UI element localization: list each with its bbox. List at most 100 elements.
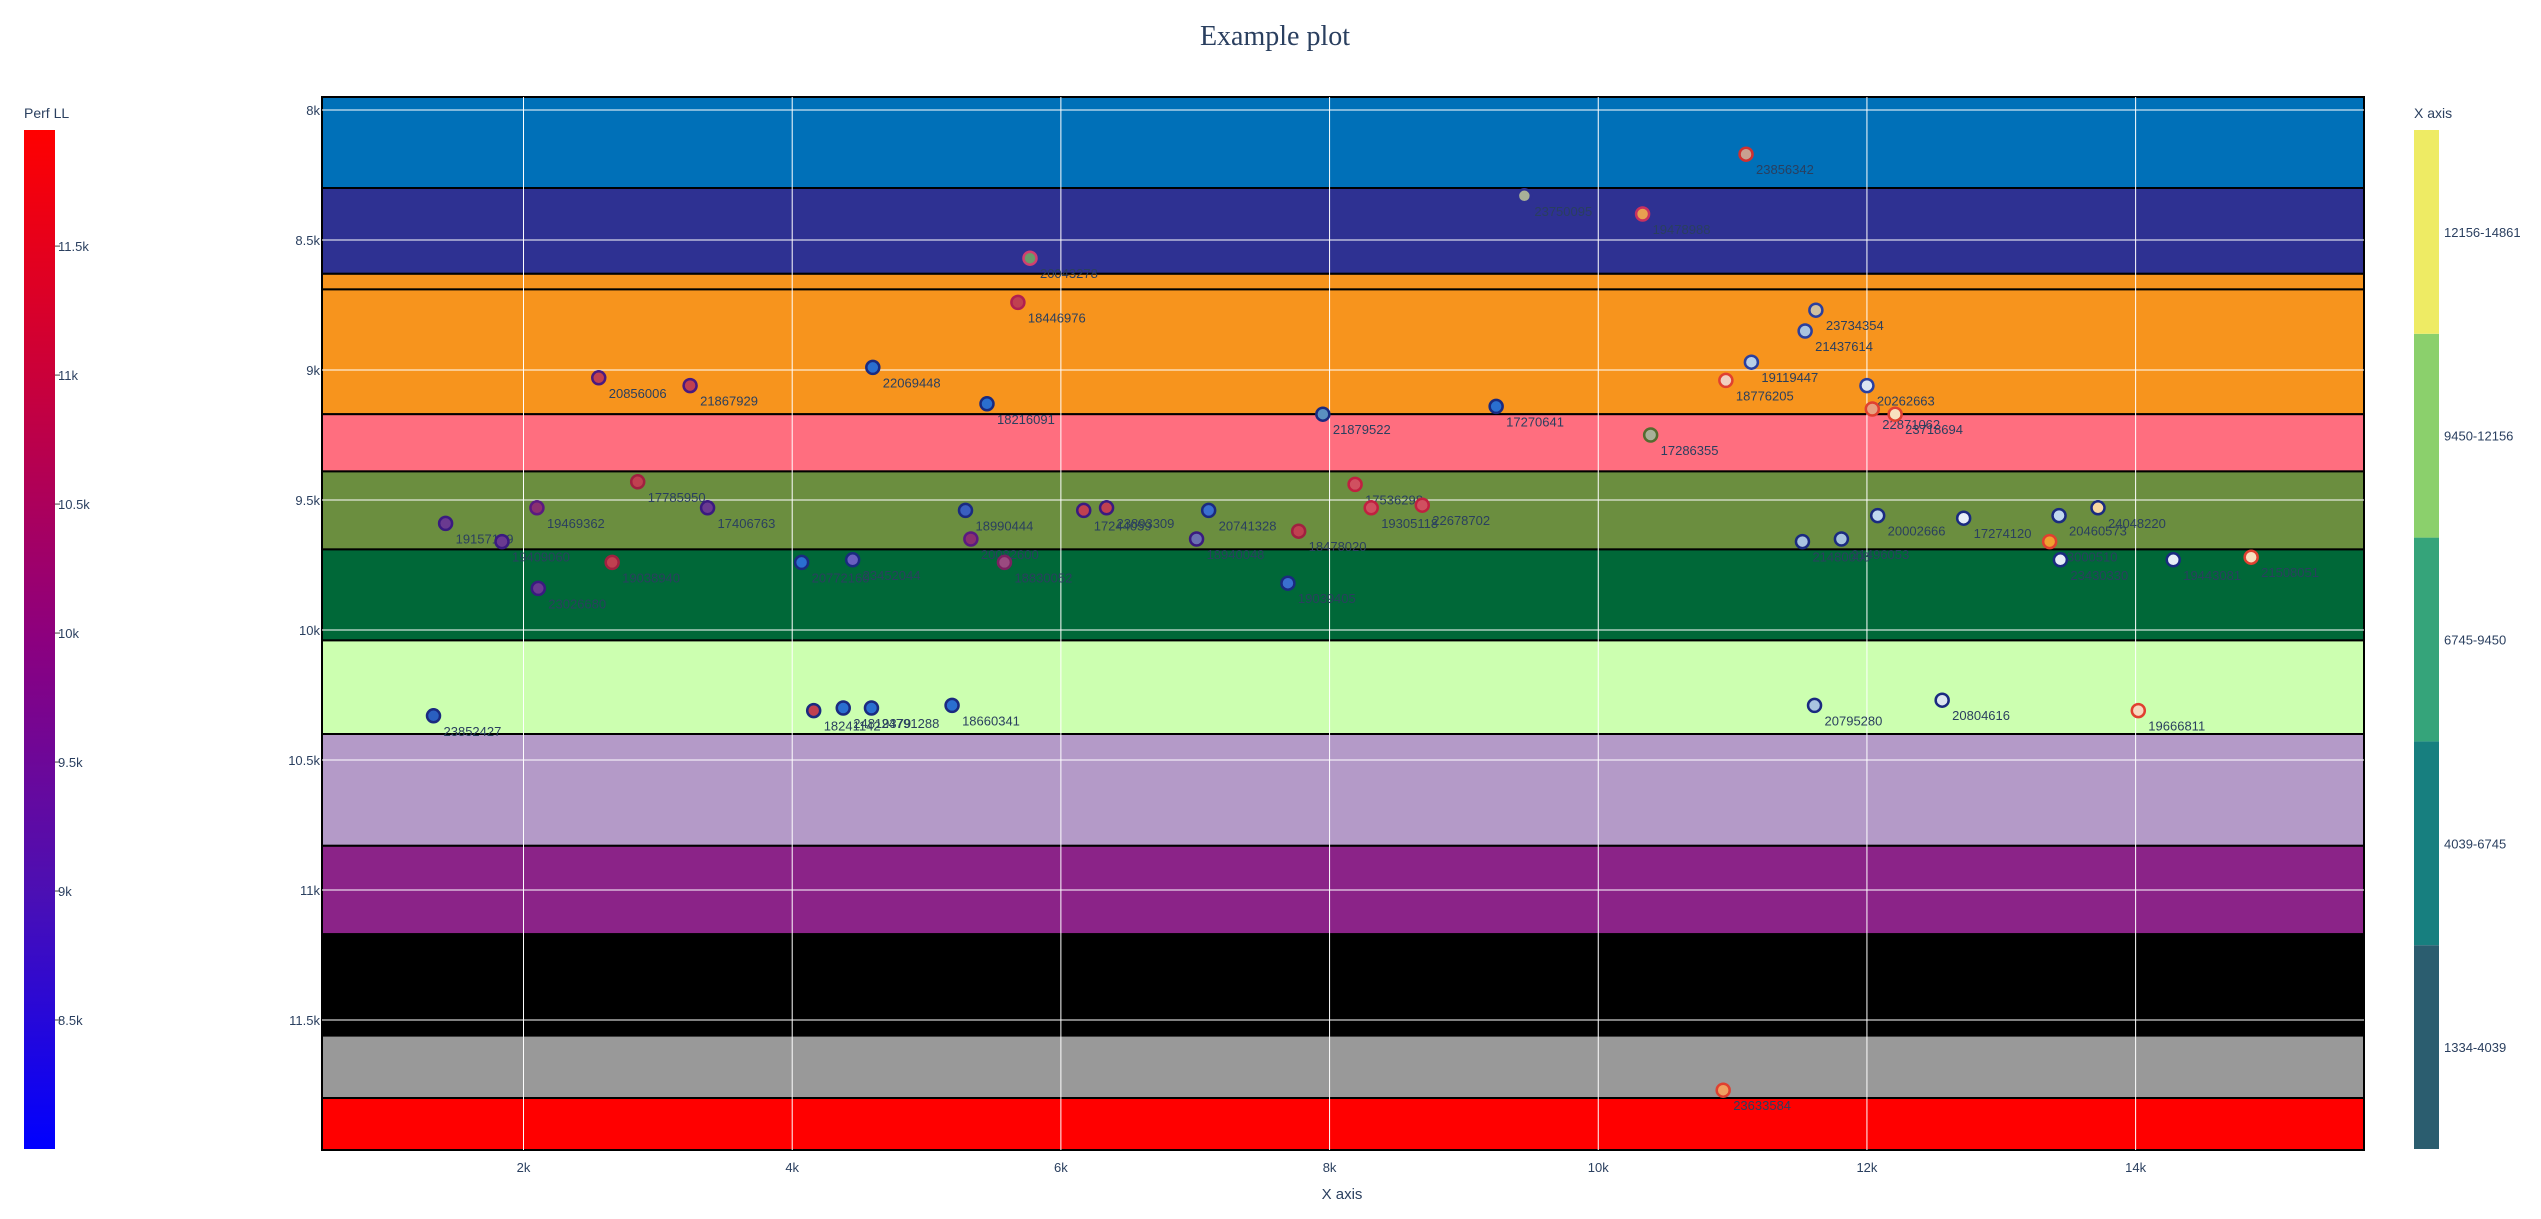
data-point-label: 20795280 xyxy=(1825,713,1883,728)
data-point-label: 17244059 xyxy=(1094,518,1152,533)
x-colorbar-bin-label: 1334-4039 xyxy=(2444,1040,2506,1055)
data-point-label: 21480000 xyxy=(1812,550,1870,565)
data-point xyxy=(425,708,442,724)
data-point-label: 20262663 xyxy=(1877,394,1935,409)
data-point-label: 23893309 xyxy=(1117,516,1175,531)
data-point xyxy=(1290,523,1307,539)
perf-colorbar-tick-label: 9k xyxy=(58,884,72,899)
data-point xyxy=(1797,323,1813,339)
band-3 xyxy=(321,288,2365,416)
data-point-label: 18660341 xyxy=(962,713,1020,728)
y-tick-label: 10k xyxy=(299,623,320,638)
data-point xyxy=(2243,549,2259,565)
data-point-label: 20043278 xyxy=(1040,266,1098,281)
data-point-label: 17406763 xyxy=(718,516,776,531)
perf-colorbar: Perf LL 8.5k 9k 9.5k 10k 10.5k 11k 11.5k xyxy=(24,105,90,1149)
data-point-label: 24791288 xyxy=(881,716,939,731)
data-point xyxy=(1634,206,1651,222)
data-point-label: 19305118 xyxy=(1381,516,1438,531)
y-tick-label: 9k xyxy=(306,363,320,378)
data-point-label: 21508051 xyxy=(2261,565,2319,580)
data-point-label: 23452044 xyxy=(863,568,921,583)
x-colorbar-bin-label: 12156-14861 xyxy=(2444,225,2521,240)
data-point-label: 18478020 xyxy=(1309,539,1367,554)
x-tick-label: 10k xyxy=(1588,1160,1609,1175)
data-point xyxy=(530,580,547,597)
data-point xyxy=(844,552,861,568)
background-bands xyxy=(321,96,2365,1151)
band-4 xyxy=(321,413,2365,473)
x-colorbar-bin-label: 6745-9450 xyxy=(2444,633,2506,648)
x-tick-label: 8k xyxy=(1323,1160,1337,1175)
data-point xyxy=(494,533,510,550)
data-point-label: 20804616 xyxy=(1952,708,2010,723)
data-point-label: 19119447 xyxy=(1761,370,1818,385)
data-point-label: 20460573 xyxy=(2069,524,2127,539)
data-point xyxy=(590,370,607,386)
data-point-label: 19443081 xyxy=(2183,568,2241,583)
data-point-label: 18216091 xyxy=(997,412,1055,427)
data-point xyxy=(2052,552,2069,568)
data-point xyxy=(529,500,545,516)
band-8 xyxy=(321,733,2365,847)
data-point-label: 22069448 xyxy=(883,375,941,390)
data-point xyxy=(1075,502,1092,519)
data-point xyxy=(699,500,716,516)
data-point xyxy=(1955,510,1972,526)
x-colorbar-bin xyxy=(2414,945,2439,1149)
data-point xyxy=(2165,552,2181,568)
data-point xyxy=(1864,401,1881,417)
data-point xyxy=(1743,354,1760,370)
perf-colorbar-tick-label: 11k xyxy=(58,368,78,383)
data-points: 23856342 23750095 19478988 20043278 18446976… xyxy=(425,146,2319,1113)
data-point-label: 17286355 xyxy=(1661,443,1719,458)
data-point-label: 18830052 xyxy=(1014,570,1072,585)
data-point xyxy=(1022,250,1038,266)
band-6 xyxy=(321,548,2365,642)
data-point-label: 23852427 xyxy=(444,724,502,739)
data-point xyxy=(682,377,698,394)
data-point xyxy=(1188,531,1205,547)
band-12 xyxy=(321,1097,2365,1151)
data-point xyxy=(1642,427,1659,443)
data-point-label: 20741328 xyxy=(1219,518,1277,533)
data-point xyxy=(604,554,620,571)
data-point xyxy=(1516,188,1533,204)
data-point-label: 21867929 xyxy=(700,394,758,409)
data-point-label: 18241142 xyxy=(824,719,881,734)
perf-colorbar-tick-label: 11.5k xyxy=(58,239,89,254)
y-tick-label: 11.5k xyxy=(289,1013,320,1028)
band-5 xyxy=(321,470,2365,551)
data-point-label: 21496053 xyxy=(1851,547,1909,562)
data-point-label: 23750095 xyxy=(1534,204,1592,219)
band-10 xyxy=(321,933,2365,1037)
x-tick-label: 2k xyxy=(517,1160,531,1175)
band-0 xyxy=(321,96,2365,189)
data-point xyxy=(793,554,810,571)
data-point xyxy=(1280,575,1296,591)
perf-colorbar-tick-label: 10k xyxy=(58,626,79,641)
data-point xyxy=(957,502,974,519)
x-axis-ticks: 2k 4k 6k 8k 10k 12k 14k xyxy=(517,1160,2147,1175)
data-point xyxy=(1488,398,1504,415)
band-7 xyxy=(321,639,2365,736)
data-point-label: 22678702 xyxy=(1432,513,1490,528)
data-point-label: 18446976 xyxy=(1028,310,1086,325)
data-point xyxy=(1887,406,1903,422)
x-colorbar-bin xyxy=(2414,741,2439,946)
x-colorbar-bin xyxy=(2414,130,2439,334)
data-point-label: 20772160 xyxy=(812,570,870,585)
data-point xyxy=(1010,294,1026,311)
data-point xyxy=(1718,372,1734,389)
data-point xyxy=(1808,302,1824,318)
y-axis-ticks: 8k 8.5k 9k 9.5k 10k 10.5k 11k 11.5k xyxy=(288,103,320,1028)
data-point xyxy=(1859,377,1875,394)
data-point xyxy=(1869,507,1886,524)
band-11 xyxy=(321,1034,2365,1099)
data-point-label: 23026680 xyxy=(548,596,606,611)
perf-colorbar-gradient xyxy=(24,130,55,1149)
x-colorbar-bins: 1334-4039 4039-6745 6745-9450 9450-12156 121… xyxy=(2414,130,2521,1149)
data-point xyxy=(1315,406,1331,422)
perf-colorbar-title: Perf LL xyxy=(24,105,69,121)
data-point-label: 23633584 xyxy=(1733,1098,1791,1113)
